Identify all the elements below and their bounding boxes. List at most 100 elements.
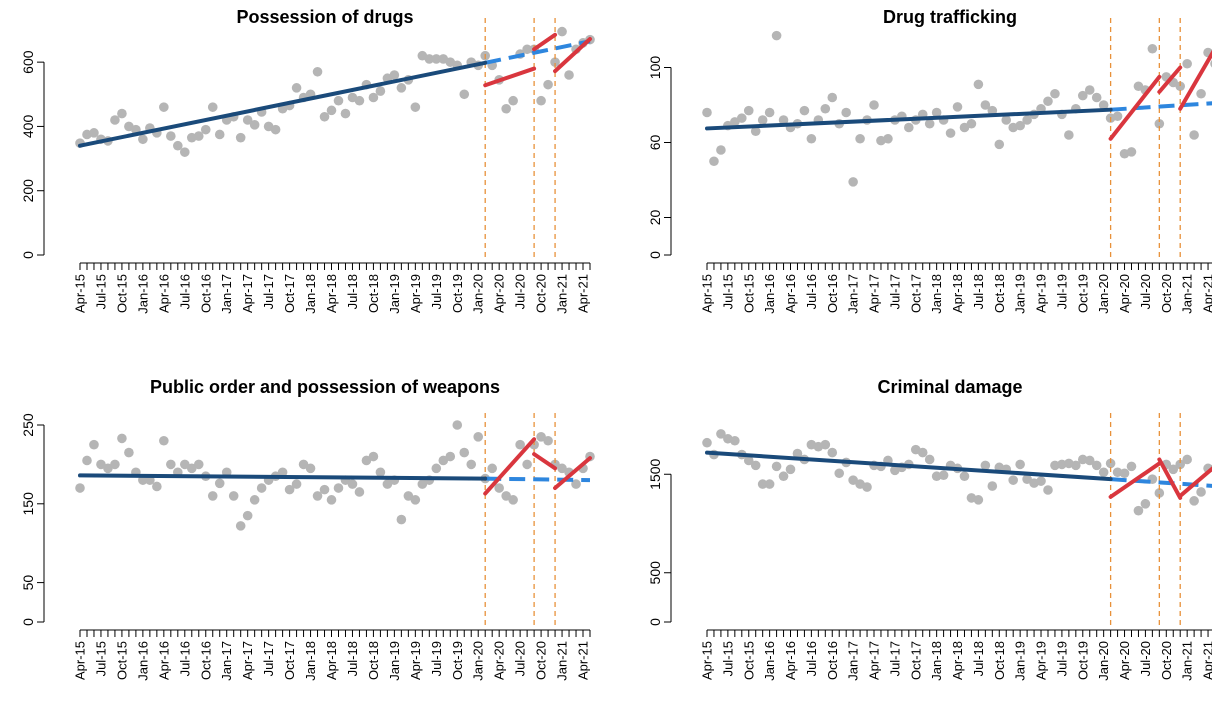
data-point xyxy=(312,491,323,501)
data-point xyxy=(179,459,190,470)
x-tick-label: Jan-16 xyxy=(762,641,777,681)
x-tick-label: Oct-19 xyxy=(450,274,465,313)
x-tick-label: Oct-18 xyxy=(366,641,381,680)
data-point xyxy=(557,26,567,37)
x-tick-label: Oct-17 xyxy=(908,274,923,313)
data-point xyxy=(1043,96,1053,107)
data-point xyxy=(110,115,120,125)
x-tick-label: Jul-19 xyxy=(1054,274,1069,309)
x-tick-label: Oct-20 xyxy=(534,274,549,313)
data-point xyxy=(361,455,372,466)
data-point xyxy=(702,107,712,118)
x-tick-label: Apr-19 xyxy=(1034,274,1049,313)
x-tick-label: Oct-17 xyxy=(908,641,923,680)
data-point xyxy=(166,131,176,141)
x-tick-label: Jul-20 xyxy=(513,641,528,676)
data-point xyxy=(424,54,435,64)
x-tick-label: Apr-15 xyxy=(700,274,715,313)
data-point xyxy=(214,129,225,140)
data-point xyxy=(827,447,838,458)
data-point xyxy=(1182,454,1192,465)
data-point xyxy=(987,481,998,491)
data-point xyxy=(924,118,935,129)
x-tick-label: Jul-15 xyxy=(720,641,735,676)
x-tick-label: Oct-20 xyxy=(534,641,549,680)
data-point xyxy=(785,464,796,475)
data-point xyxy=(716,145,726,155)
data-point xyxy=(848,475,858,485)
data-point xyxy=(1189,496,1199,506)
data-point xyxy=(103,463,113,474)
data-point xyxy=(1036,476,1046,486)
x-tick-label: Jan-16 xyxy=(135,274,150,314)
data-point xyxy=(494,483,504,493)
x-tick-label: Apr-20 xyxy=(492,641,507,680)
data-point xyxy=(750,126,761,137)
x-tick-label: Jan-20 xyxy=(1096,274,1111,314)
data-point xyxy=(249,495,260,505)
data-point xyxy=(764,479,775,489)
data-point xyxy=(757,479,768,489)
data-point xyxy=(1022,474,1032,484)
data-point xyxy=(841,107,851,118)
segment-line xyxy=(1157,457,1183,500)
data-point xyxy=(159,102,169,112)
data-point xyxy=(1077,90,1088,101)
x-tick-label: Jul-19 xyxy=(429,274,444,309)
data-point xyxy=(298,459,309,470)
x-tick-label: Jan-17 xyxy=(219,274,234,314)
data-point xyxy=(501,491,511,501)
x-tick-label: Jan-17 xyxy=(219,641,234,681)
data-point xyxy=(508,95,518,106)
x-tick-label: Apr-17 xyxy=(867,274,882,313)
x-tick-label: Jan-18 xyxy=(929,641,944,681)
x-tick-label: Jan-16 xyxy=(762,274,777,314)
data-point xyxy=(138,134,148,145)
x-tick-label: Apr-16 xyxy=(156,274,171,313)
data-point xyxy=(270,124,281,135)
x-tick-label: Jul-19 xyxy=(429,641,444,676)
data-point xyxy=(1105,458,1116,469)
x-tick-label: Apr-21 xyxy=(1201,274,1212,313)
data-point xyxy=(1147,43,1158,54)
x-tick-label: Jul-18 xyxy=(345,274,360,309)
data-point xyxy=(1119,468,1130,479)
data-point xyxy=(1098,100,1109,110)
y-tick-label: 0 xyxy=(20,618,36,626)
data-point xyxy=(806,133,817,144)
trend-line xyxy=(78,473,488,481)
x-tick-label: Jan-18 xyxy=(303,641,318,681)
data-point xyxy=(228,491,239,501)
x-tick-label: Jul-16 xyxy=(177,641,192,676)
data-point xyxy=(848,177,858,187)
x-tick-label: Jul-18 xyxy=(971,274,986,309)
segment-line xyxy=(1157,65,1183,94)
data-point xyxy=(771,30,782,41)
y-tick-label: 50 xyxy=(20,575,36,591)
x-tick-label: Apr-17 xyxy=(240,641,255,680)
data-point xyxy=(431,463,442,474)
data-point xyxy=(1154,488,1165,498)
x-tick-label: Jul-17 xyxy=(261,274,276,309)
y-tick-label: 600 xyxy=(20,50,36,74)
x-tick-label: Jan-21 xyxy=(555,641,570,681)
x-tick-label: Jul-18 xyxy=(971,641,986,676)
data-point xyxy=(855,133,865,144)
data-point xyxy=(1001,115,1012,125)
data-point xyxy=(730,435,740,446)
x-tick-label: Oct-19 xyxy=(1075,274,1090,313)
trend-line xyxy=(78,60,488,148)
x-tick-label: Apr-16 xyxy=(783,274,798,313)
projection-line xyxy=(1110,101,1212,112)
data-point xyxy=(340,108,351,119)
data-point xyxy=(564,70,574,80)
data-point xyxy=(333,483,344,493)
data-point xyxy=(382,479,393,489)
y-tick-label: 200 xyxy=(20,179,36,203)
x-tick-label: Apr-17 xyxy=(240,274,255,313)
data-point xyxy=(1140,499,1151,509)
data-point xyxy=(778,115,789,125)
data-point xyxy=(924,454,935,465)
x-tick-label: Jan-21 xyxy=(1180,641,1195,681)
